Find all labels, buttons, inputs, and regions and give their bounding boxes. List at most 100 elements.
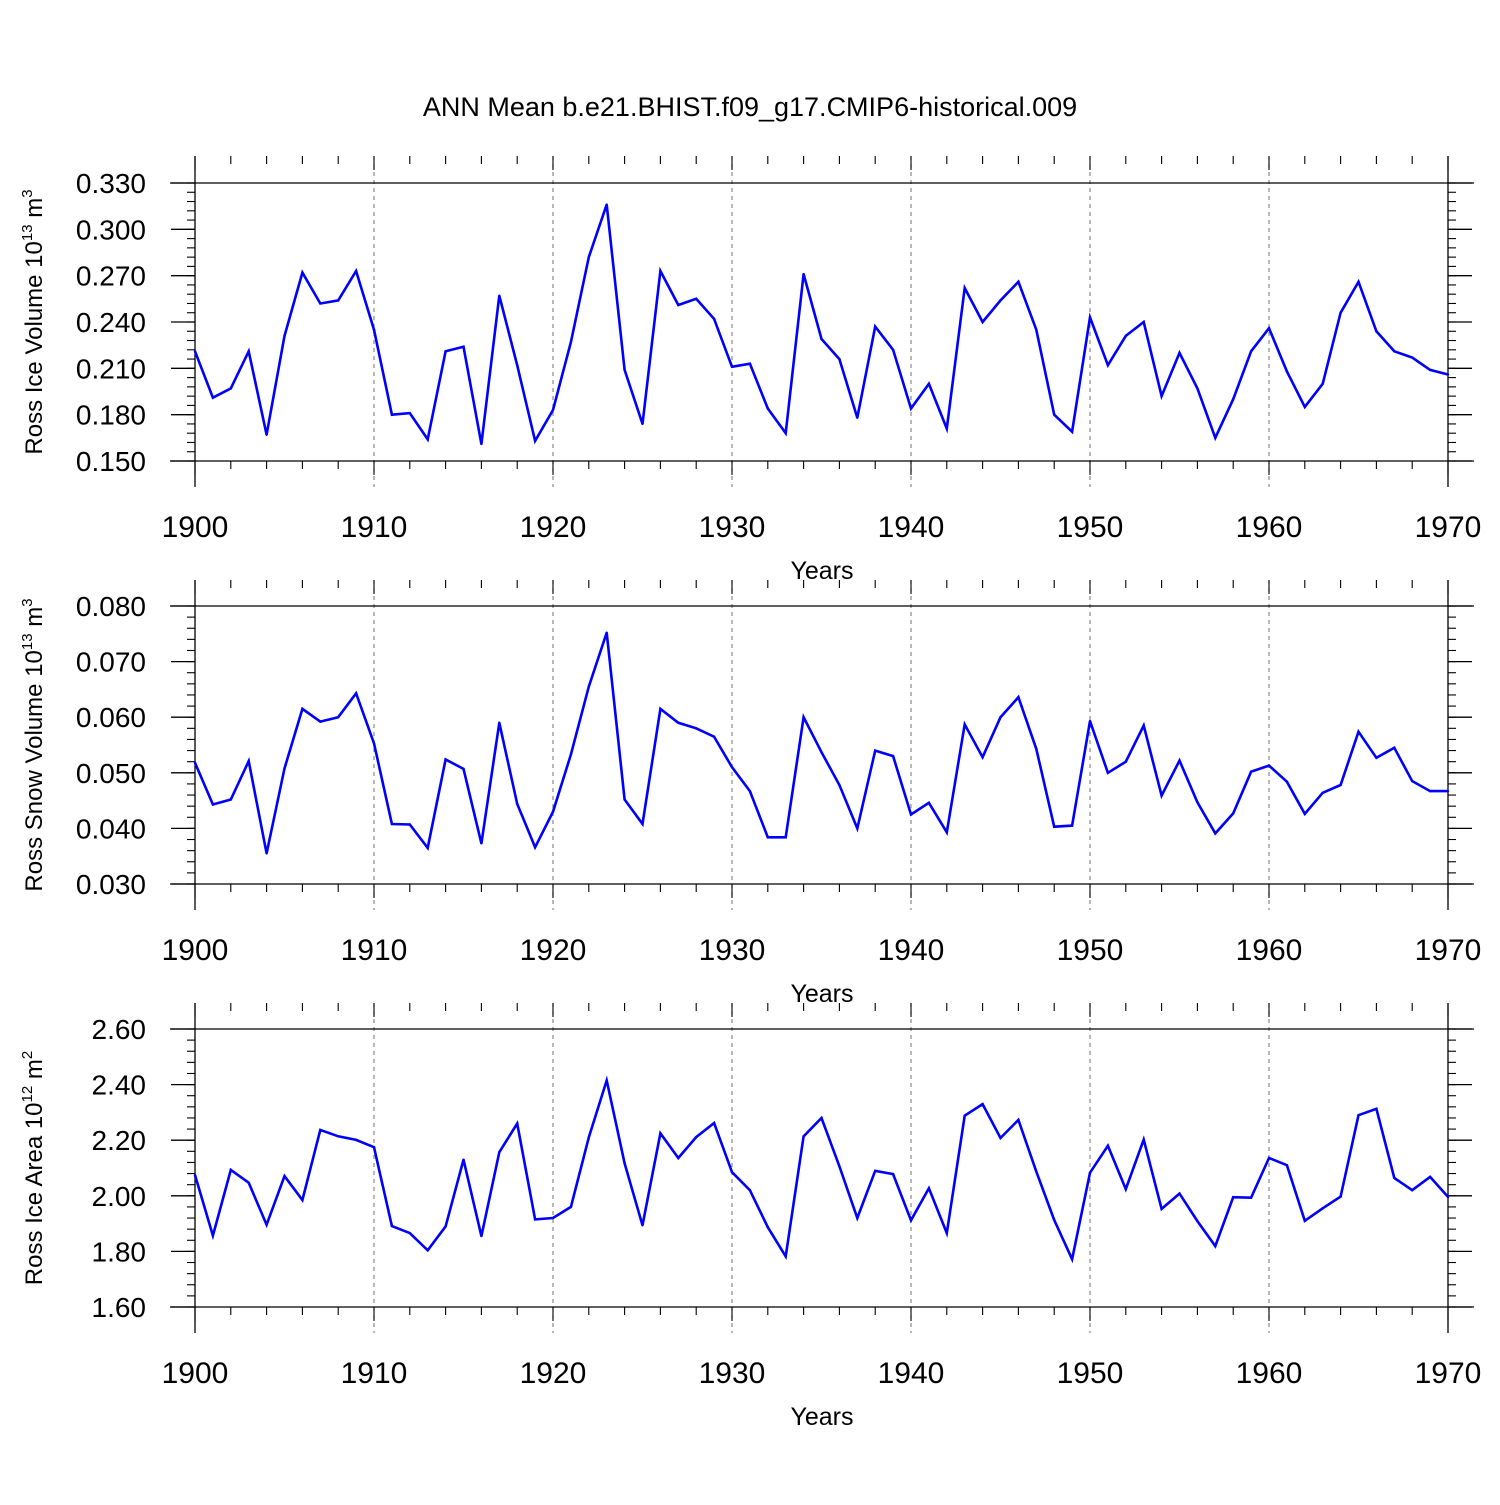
data-point — [1017, 1118, 1020, 1122]
data-point — [641, 1224, 644, 1227]
data-point — [927, 801, 931, 805]
panel-2: 0.030 0.040 0.050 0.060 0.070 0.080 1900 1910 19… — [19, 580, 1481, 1008]
series-line — [193, 632, 1448, 854]
data-point — [1142, 320, 1145, 324]
data-point — [784, 1255, 787, 1258]
data-point — [856, 827, 859, 830]
x-tick-label: 1940 — [878, 511, 945, 544]
data-point — [1053, 825, 1056, 828]
data-point — [1339, 783, 1342, 787]
data-point — [426, 846, 429, 850]
data-point — [247, 350, 250, 353]
data-point — [1321, 382, 1324, 385]
data-point — [1249, 770, 1253, 773]
x-tick-label: 1960 — [1236, 511, 1303, 544]
data-point — [1106, 771, 1110, 774]
x-tick-label: 1900 — [162, 934, 229, 967]
data-point — [963, 723, 966, 726]
x-tick-label: 1970 — [1415, 1357, 1482, 1390]
y-tick-label: 0.070 — [76, 647, 146, 678]
data-point — [1357, 280, 1360, 284]
data-point — [301, 707, 304, 711]
data-point — [1178, 351, 1181, 355]
x-tick-label: 1930 — [699, 511, 766, 544]
y-tick-label: 0.240 — [76, 307, 146, 338]
data-point — [229, 1168, 232, 1172]
y-tick-label: 0.060 — [76, 702, 146, 733]
data-point — [1106, 364, 1110, 367]
data-point — [802, 716, 805, 719]
series-line — [193, 204, 1449, 445]
data-point — [283, 767, 286, 770]
y-axis-label-exponent: 13 — [19, 633, 36, 650]
data-point — [1142, 724, 1145, 727]
data-point — [874, 1169, 877, 1172]
data-point — [283, 1174, 286, 1178]
data-point — [587, 1136, 590, 1139]
x-tick-label: 1900 — [162, 511, 229, 544]
data-point — [211, 803, 215, 806]
data-point — [569, 1205, 573, 1209]
data-point — [1160, 1207, 1163, 1211]
data-point — [1124, 334, 1128, 338]
data-point — [551, 810, 555, 813]
data-point — [533, 439, 537, 443]
data-point — [337, 716, 340, 719]
data-point — [1303, 812, 1307, 816]
data-point — [1053, 1218, 1056, 1222]
data-point — [802, 272, 805, 276]
y-tick-label: 0.080 — [76, 591, 146, 622]
y-axis-label: Ross Ice Area 1012 m2 — [19, 1051, 48, 1285]
data-point — [354, 269, 358, 273]
data-point — [1321, 791, 1324, 795]
data-point — [1393, 746, 1396, 749]
data-point — [516, 802, 519, 806]
data-point — [1285, 780, 1289, 783]
y-tick-label: 0.030 — [76, 869, 146, 900]
data-point — [444, 1225, 447, 1228]
data-point — [1232, 812, 1235, 815]
y-tick-label: 0.040 — [76, 813, 146, 844]
data-point — [712, 1121, 716, 1125]
data-point — [891, 348, 895, 351]
x-tick-label: 1910 — [341, 934, 408, 967]
data-point — [1088, 316, 1092, 319]
data-point — [1446, 1195, 1450, 1199]
data-point — [1142, 1138, 1145, 1141]
data-point — [1411, 779, 1414, 783]
data-point — [1035, 1170, 1038, 1173]
data-point — [623, 798, 626, 801]
data-point — [569, 753, 573, 756]
x-axis-label: Years — [790, 980, 853, 1008]
x-tick-label: 1940 — [878, 934, 945, 967]
data-point — [981, 320, 984, 324]
y-axis-label-main: Ross Ice Area 10 — [21, 1102, 48, 1285]
data-point — [784, 836, 787, 839]
y-axis-label-unit-exponent: 3 — [19, 598, 36, 606]
data-point — [981, 1102, 984, 1106]
data-point — [1160, 394, 1163, 398]
data-point — [1196, 1219, 1199, 1223]
y-tick-label: 1.60 — [92, 1292, 147, 1323]
data-point — [390, 413, 394, 416]
data-point — [1214, 1244, 1217, 1248]
data-point — [748, 1189, 752, 1192]
data-point — [426, 438, 429, 441]
data-point — [444, 758, 447, 761]
data-point — [1214, 832, 1217, 835]
data-point — [838, 783, 841, 787]
data-point — [462, 345, 465, 348]
data-point — [1321, 1207, 1324, 1210]
y-axis-label-unit-exponent: 2 — [19, 1051, 36, 1059]
x-tick-label: 1970 — [1415, 934, 1482, 967]
data-point — [712, 317, 716, 321]
data-point — [193, 761, 197, 764]
data-point — [874, 325, 877, 328]
data-point — [372, 1145, 376, 1149]
data-point — [712, 735, 716, 738]
data-point — [766, 407, 769, 410]
y-axis-label-unit: m — [21, 1059, 48, 1086]
data-point — [551, 408, 555, 412]
data-point — [1375, 330, 1378, 333]
data-point — [1375, 756, 1378, 759]
